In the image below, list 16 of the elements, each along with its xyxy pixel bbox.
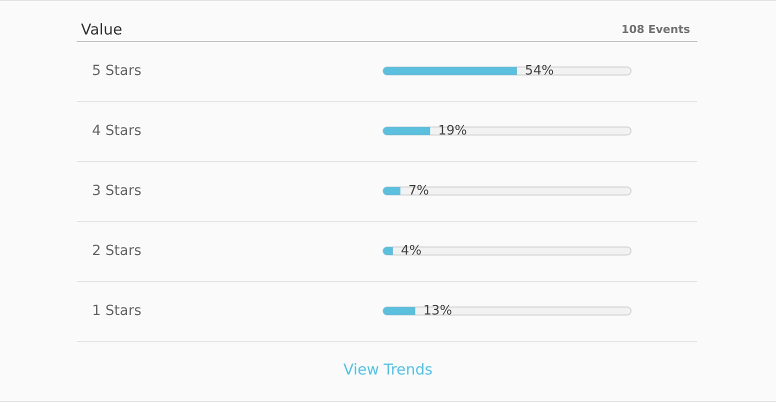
data-label: 13%: [423, 304, 452, 318]
data-label: 19%: [438, 124, 468, 138]
y-tick-label: 5 Stars: [92, 63, 142, 79]
bar: [383, 127, 430, 135]
y-tick-label: 4 Stars: [92, 123, 142, 139]
text: 108 Events: [621, 23, 690, 36]
text: View Trends: [343, 360, 433, 378]
y-tick-label: 2 Stars: [92, 243, 142, 259]
y-tick-label: 1 Stars: [92, 303, 142, 319]
data-label: 4%: [400, 244, 422, 258]
data-label: 54%: [524, 64, 554, 78]
text: Value: [81, 20, 122, 38]
bar: [383, 307, 416, 315]
bar: [383, 187, 400, 195]
data-label: 7%: [408, 184, 429, 198]
y-tick-label: 3 Stars: [92, 183, 142, 199]
